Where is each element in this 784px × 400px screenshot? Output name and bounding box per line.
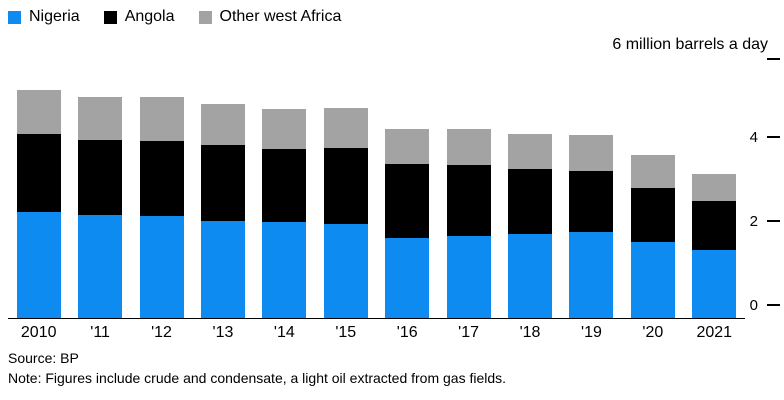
x-tick-label: '13 <box>212 324 234 341</box>
legend-label-other-west-africa: Other west Africa <box>219 8 342 25</box>
bar-segment-other-west-africa <box>78 97 123 140</box>
bar-segment-angola <box>508 168 553 234</box>
bar-20 <box>630 66 675 318</box>
x-tick-label: 2010 <box>20 324 57 341</box>
bar-segment-angola <box>262 148 307 223</box>
bar-segment-angola <box>139 140 184 217</box>
bar-19 <box>569 66 614 318</box>
legend-item-angola: Angola <box>103 8 175 26</box>
bar-segment-other-west-africa <box>446 129 491 165</box>
x-tick-label: '15 <box>335 324 357 341</box>
bar-18 <box>508 66 553 318</box>
x-tick-label: '20 <box>642 324 664 341</box>
bar-segment-angola <box>569 171 614 232</box>
bar-segment-other-west-africa <box>262 108 307 149</box>
bar-segment-nigeria <box>569 231 614 318</box>
y-axis-tick-4 <box>767 136 780 138</box>
y-tick-label: 4 <box>749 129 758 146</box>
y-tick-label: 0 <box>749 297 758 314</box>
bar-segment-angola <box>323 147 368 224</box>
bar-segment-nigeria <box>139 216 184 318</box>
legend-item-nigeria: Nigeria <box>8 8 80 26</box>
bar-segment-nigeria <box>508 234 553 318</box>
bar-segment-nigeria <box>630 242 675 318</box>
x-tick-label: '11 <box>90 324 110 341</box>
bar-segment-nigeria <box>78 214 123 318</box>
legend-label-angola: Angola <box>124 8 175 25</box>
bar-segment-angola <box>16 133 61 212</box>
bar-segment-angola <box>446 164 491 237</box>
bar-segment-other-west-africa <box>569 135 614 171</box>
bar-segment-angola <box>630 187 675 243</box>
x-tick-label: '14 <box>273 324 295 341</box>
note-text: Note: Figures include crude and condensa… <box>8 370 507 386</box>
bar-segment-nigeria <box>323 223 368 318</box>
y-tick-label: 2 <box>749 213 758 230</box>
legend-swatch-angola <box>103 10 117 24</box>
bar-17 <box>446 66 491 318</box>
legend-swatch-nigeria <box>8 10 21 24</box>
bar-12 <box>139 66 184 318</box>
bar-segment-other-west-africa <box>630 155 675 188</box>
bar-segment-angola <box>385 164 430 239</box>
bar-segment-nigeria <box>446 236 491 318</box>
bar-segment-nigeria <box>16 211 61 318</box>
bar-segment-other-west-africa <box>16 89 61 134</box>
x-tick-label: '16 <box>396 324 418 341</box>
legend: Nigeria Angola Other west Africa <box>8 8 365 26</box>
bar-2010 <box>16 66 61 318</box>
bar-16 <box>385 66 430 318</box>
bar-segment-nigeria <box>262 222 307 318</box>
x-tick-label: '12 <box>151 324 172 341</box>
bar-segment-nigeria <box>692 249 737 318</box>
bar-segment-other-west-africa <box>200 103 245 145</box>
legend-item-other-west-africa: Other west Africa <box>198 8 342 26</box>
x-tick-label: '18 <box>519 324 541 341</box>
bar-segment-other-west-africa <box>692 173 737 202</box>
plot-area <box>8 66 745 318</box>
source-text: Source: BP <box>8 350 79 366</box>
bar-segment-other-west-africa <box>508 134 553 169</box>
bar-segment-nigeria <box>200 220 245 318</box>
bar-2021 <box>692 66 737 318</box>
bar-14 <box>262 66 307 318</box>
bar-segment-other-west-africa <box>139 96 184 141</box>
legend-swatch-other-west-africa <box>198 10 212 24</box>
bar-15 <box>323 66 368 318</box>
y-axis-tick-2 <box>767 220 780 222</box>
bar-segment-nigeria <box>385 238 430 318</box>
x-tick-label: '19 <box>581 324 602 341</box>
x-axis-line <box>8 318 745 319</box>
legend-label-nigeria: Nigeria <box>29 8 80 25</box>
bar-segment-other-west-africa <box>323 108 368 148</box>
bar-segment-other-west-africa <box>385 128 430 165</box>
bar-segment-angola <box>692 201 737 250</box>
y-axis-tick-0 <box>767 304 780 306</box>
x-tick-label: '17 <box>458 324 480 341</box>
y-axis-title: 6 million barrels a day <box>612 36 768 53</box>
bar-11 <box>78 66 123 318</box>
y-axis-tick-6 <box>767 58 780 60</box>
bar-segment-angola <box>78 139 123 215</box>
bar-segment-angola <box>200 144 245 221</box>
x-tick-label: 2021 <box>696 324 733 341</box>
bar-13 <box>200 66 245 318</box>
